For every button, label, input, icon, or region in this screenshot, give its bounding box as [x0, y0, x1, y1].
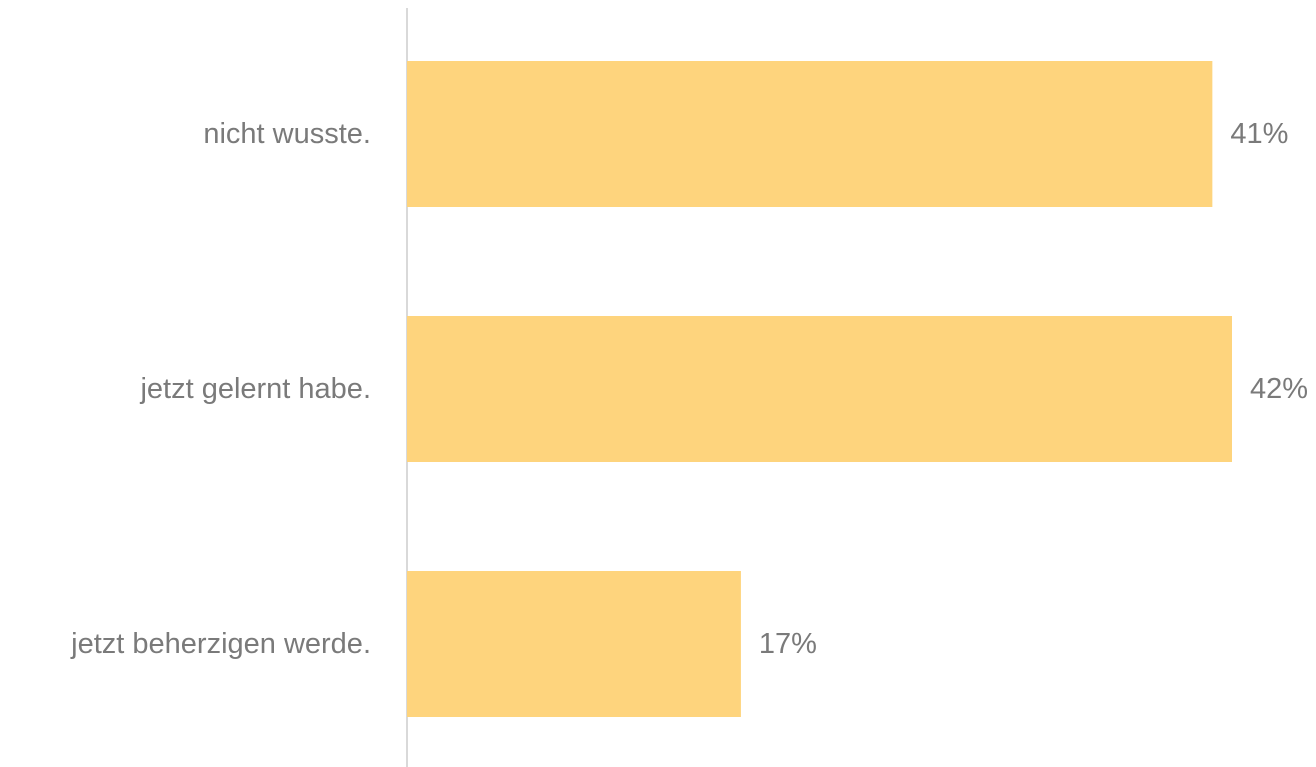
- bar-2: [407, 316, 1232, 462]
- category-label-1: nicht wusste.: [203, 118, 371, 150]
- bar-3: [407, 571, 741, 717]
- category-label-3: jetzt beherzigen werde.: [70, 628, 371, 660]
- value-label-3: 17%: [759, 628, 817, 660]
- bar-1: [407, 61, 1213, 207]
- category-label-2: jetzt gelernt habe.: [139, 373, 371, 405]
- value-label-1: 41%: [1230, 118, 1288, 150]
- value-label-2: 42%: [1250, 373, 1308, 405]
